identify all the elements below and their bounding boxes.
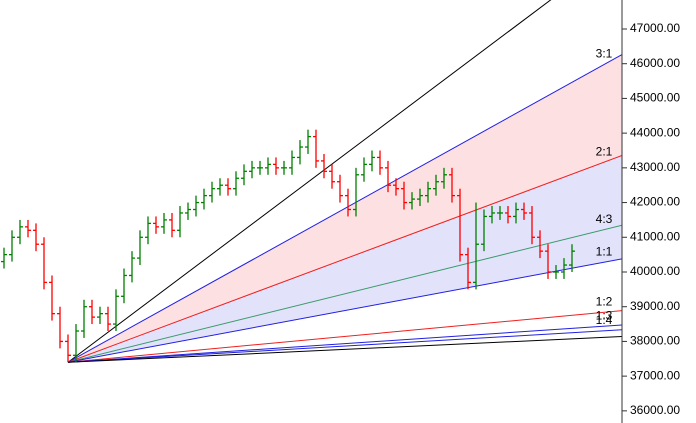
fan-label: 3:1 (596, 47, 613, 61)
y-tick-label: 39000.00 (630, 299, 680, 313)
y-tick-label: 44000.00 (630, 125, 680, 139)
fan-label: 1:2 (596, 294, 613, 308)
y-tick-label: 41000.00 (630, 229, 680, 243)
y-tick-label: 47000.00 (630, 21, 680, 35)
y-tick-label: 38000.00 (630, 334, 680, 348)
y-tick-label: 40000.00 (630, 264, 680, 278)
plot-area (1, 0, 622, 363)
y-tick-label: 46000.00 (630, 56, 680, 70)
y-tick-label: 42000.00 (630, 195, 680, 209)
fan-line (67, 0, 552, 363)
fan-line (67, 155, 622, 363)
fan-line (67, 224, 622, 363)
y-tick-label: 45000.00 (630, 91, 680, 105)
fan-line (67, 258, 622, 363)
fan-label: 1:3 (596, 308, 613, 322)
fan-label: 4:3 (596, 212, 613, 226)
fan-label: 1:4 (596, 313, 613, 327)
fan-line (67, 54, 622, 363)
fan-line (67, 310, 622, 363)
y-tick-label: 36000.00 (630, 403, 680, 417)
fan-label: 2:1 (596, 144, 613, 158)
fan-label: 1:1 (596, 244, 613, 258)
fan-line (67, 336, 622, 363)
y-tick-label: 43000.00 (630, 160, 680, 174)
fan-line (67, 324, 622, 363)
fan-line (67, 329, 622, 363)
y-tick-label: 37000.00 (630, 368, 680, 382)
